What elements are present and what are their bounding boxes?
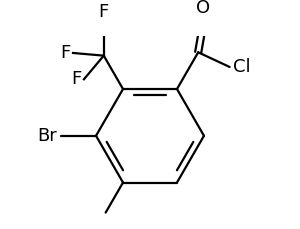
Text: F: F xyxy=(60,44,70,62)
Text: F: F xyxy=(99,3,109,21)
Text: Cl: Cl xyxy=(232,58,250,76)
Text: F: F xyxy=(71,70,81,88)
Text: O: O xyxy=(196,0,211,17)
Text: Br: Br xyxy=(38,127,58,145)
